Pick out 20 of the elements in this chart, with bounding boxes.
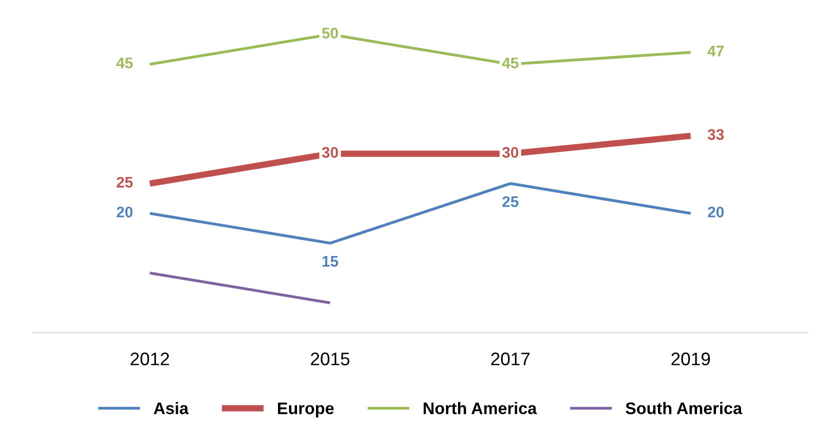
data-label: 20 xyxy=(708,206,724,218)
data-label: 25 xyxy=(502,196,518,208)
x-tick-label: 2019 xyxy=(671,352,710,366)
x-tick-label: 2017 xyxy=(491,352,530,366)
legend-label: Asia xyxy=(154,402,189,414)
data-label: 15 xyxy=(322,256,338,267)
legend-label: South America xyxy=(626,402,742,414)
data-label: 45 xyxy=(502,58,518,68)
legend-label: Europe xyxy=(278,402,334,418)
data-label: 25 xyxy=(116,176,133,188)
data-label: 33 xyxy=(708,129,724,140)
data-label: 30 xyxy=(322,146,338,158)
data-label: 45 xyxy=(116,58,133,68)
data-label: 30 xyxy=(502,146,518,158)
data-label: 47 xyxy=(708,46,724,56)
x-tick-label: 2015 xyxy=(310,352,350,366)
data-label: 50 xyxy=(322,28,338,39)
data-label: 20 xyxy=(116,206,133,218)
x-tick-label: 2012 xyxy=(130,352,169,366)
legend-label: North America xyxy=(424,402,537,414)
